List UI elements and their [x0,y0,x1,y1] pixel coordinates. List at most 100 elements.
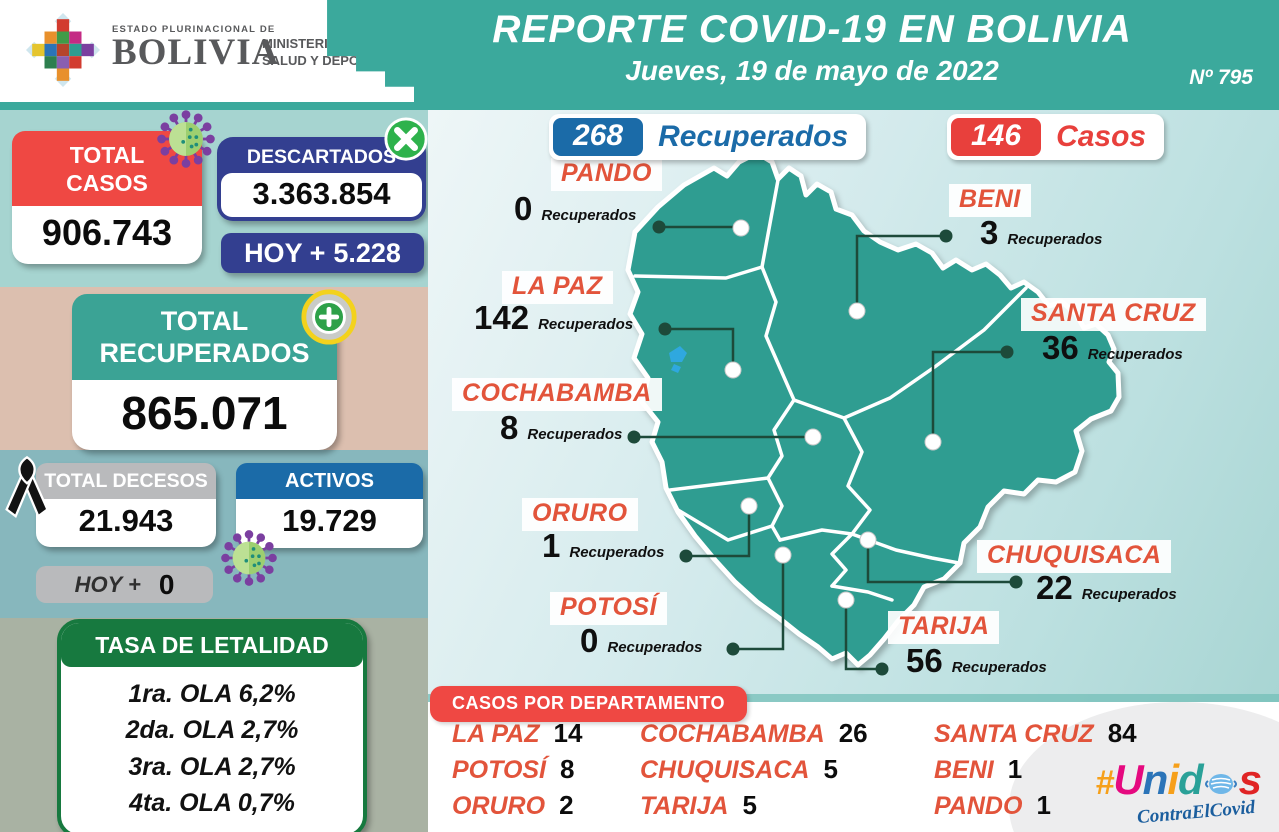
cases-total-value: 146 [951,118,1042,156]
total-casos-label1: TOTAL [69,142,145,168]
case-value: 5 [742,790,757,820]
dept-name-santa-cruz: SANTA CRUZ [1021,298,1206,331]
dept-value-chuquisaca: 22 Recuperados [1036,569,1177,607]
tasa-letalidad-rows: 1ra. OLA 6,2% 2da. OLA 2,7% 3ra. OLA 2,7… [61,667,363,832]
letter-s: s [1238,756,1262,803]
dept-value-la-paz: 142 Recuperados [474,299,633,337]
cases-by-department-banner: CASOS POR DEPARTAMENTO [430,686,748,722]
tasa-letalidad-title: TASA DE LETALIDAD [61,623,363,667]
tasa-row-3: 3ra. OLA 2,7% [128,752,296,781]
hashtag-glyph: # [1095,764,1114,802]
leader-lines [634,225,1016,671]
total-recuperados-card: TOTAL RECUPERADOS 865.071 [72,289,357,450]
case-name: LA PAZ [452,720,540,748]
activos-value: 19.729 [282,503,377,538]
institution-name: BOLIVIA [112,32,280,73]
report-date: Jueves, 19 de mayo de 2022 [625,55,999,86]
dept-value-tarija: 56 Recuperados [906,642,1047,680]
cases-total-label: Casos [1056,120,1147,153]
activos-card: ACTIVOS 19.729 [236,463,423,548]
case-item-cochabamba: COCHABAMBA 26 [640,718,928,754]
ministry-line1: MINISTERIO DE [262,36,360,51]
total-recuperados-label1: TOTAL [160,306,249,336]
total-decesos-value: 21.943 [78,503,174,538]
dept-name-pando: PANDO [551,158,662,191]
recovered-total-label: Recuperados [658,120,849,153]
title-block: REPORTE COVID-19 EN BOLIVIA Jueves, 19 d… [432,8,1192,87]
page-title: REPORTE COVID-19 EN BOLIVIA [492,8,1132,51]
case-item-pando: PANDO 1 [934,790,1174,826]
decesos-today-label: HOY + [74,571,141,597]
total-decesos-card: TOTAL DECESOS 21.943 [36,463,216,547]
case-item-chuquisaca: CHUQUISACA 5 [640,754,928,790]
descartados-today-value: 5.228 [333,237,401,268]
ministry-line2: SALUD Y DEPORTES [262,52,394,68]
activos-header: ACTIVOS [236,463,423,499]
dept-value-pando: 0 Recuperados [514,190,636,228]
potosi-recovered-unit: Recuperados [607,639,703,656]
cases-by-department-grid: LA PAZ 14 COCHABAMBA 26 SANTA CRUZ 84 PO… [452,718,1174,826]
recovered-total-badge: 268 Recuperados [549,114,867,160]
map-panel: 268 Recuperados 146 Casos PANDO 0 Recupe… [428,110,1279,702]
potosi-recovered-value: 0 [580,622,599,659]
map-markers [724,219,942,609]
unidos-campaign-logo: # U n i d s [1095,756,1262,807]
cochabamba-recovered-value: 8 [500,409,519,446]
total-recuperados-header: TOTAL RECUPERADOS [72,294,337,380]
case-item-santa-cruz: SANTA CRUZ 84 [934,718,1174,754]
header-bar: REPORTE COVID-19 EN BOLIVIA Jueves, 19 d… [0,0,1279,110]
dept-value-beni: 3 Recuperados [980,214,1102,252]
decesos-today-value: 0 [158,568,175,600]
lake-titicaca [669,346,687,373]
check-cross-icon [384,117,428,161]
case-name: BENI [934,756,994,784]
letter-i: i [1167,756,1179,803]
pando-recovered-value: 0 [514,190,533,227]
oruro-recovered-value: 1 [542,527,561,564]
institution-pre-label: ESTADO PLURINACIONAL DE [112,24,276,35]
beni-recovered-unit: Recuperados [1007,231,1103,248]
bolivia-emblem-icon [26,13,100,87]
case-name: PANDO [934,792,1023,820]
tasa-row-1: 1ra. OLA 6,2% [128,680,296,708]
ministry-name: MINISTERIO DE SALUD Y DEPORTES [262,36,394,70]
descartados-card: DESCARTADOS 3.363.854 [217,117,428,221]
case-name: TARIJA [640,792,729,820]
dept-name-potosi: POTOSÍ [550,592,668,625]
case-item-oruro: ORURO 2 [452,790,634,826]
oruro-recovered-unit: Recuperados [569,544,665,561]
case-item-beni: BENI 1 [934,754,1174,790]
label-dots [627,220,1023,676]
report-number: Nº 795 [1189,66,1253,89]
tasa-letalidad-card: TASA DE LETALIDAD 1ra. OLA 6,2% 2da. OLA… [57,619,367,832]
case-name: SANTA CRUZ [934,720,1094,748]
mourning-ribbon-icon [5,455,49,518]
cochabamba-recovered-unit: Recuperados [527,426,623,443]
case-value: 5 [823,754,838,784]
tasa-row-4: 4ta. OLA 0,7% [129,788,295,817]
santa-cruz-recovered-unit: Recuperados [1087,346,1183,363]
case-name: COCHABAMBA [640,720,825,748]
case-value: 1 [1036,790,1051,820]
cases-by-department-panel [428,702,1279,832]
la-paz-recovered-value: 142 [474,299,530,336]
chuquisaca-recovered-value: 22 [1036,569,1073,606]
case-value: 84 [1107,718,1137,748]
descartados-label: DESCARTADOS [246,146,397,168]
chuquisaca-recovered-unit: Recuperados [1081,586,1177,603]
dept-value-oruro: 1 Recuperados [542,527,664,565]
cases-total-badge: 146 Casos [947,114,1165,160]
dept-name-beni: BENI [949,184,1031,217]
face-mask-icon [1204,759,1238,807]
letter-n: n [1142,756,1169,803]
case-name: POTOSÍ [452,756,547,784]
tasa-row-2: 2da. OLA 2,7% [125,716,299,745]
case-value: 2 [559,790,574,820]
dept-name-cochabamba: COCHABAMBA [452,378,662,411]
case-item-potosi: POTOSÍ 8 [452,754,634,790]
case-value: 14 [553,718,583,748]
case-name: CHUQUISACA [640,756,810,784]
virus-icon [220,529,278,587]
dept-value-potosi: 0 Recuperados [580,622,702,660]
total-decesos-header: TOTAL DECESOS [36,463,216,499]
